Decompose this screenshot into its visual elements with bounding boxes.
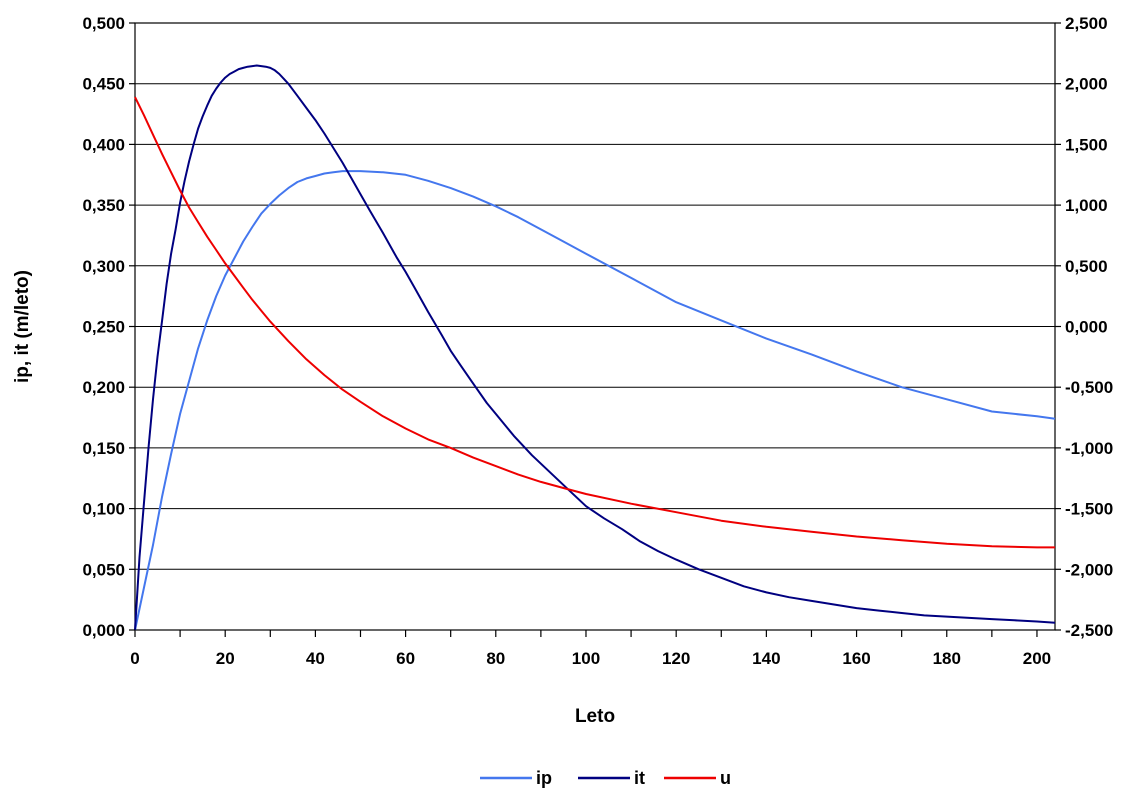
y2-tick-label: -0,500 — [1065, 378, 1113, 397]
legend-label-ip: ip — [536, 768, 552, 788]
y-tick-label: 0,300 — [82, 257, 125, 276]
y-tick-label: 0,200 — [82, 378, 125, 397]
y-tick-label: 0,100 — [82, 500, 125, 519]
y2-tick-label: 2,500 — [1065, 14, 1108, 33]
y2-tick-label: 1,500 — [1065, 135, 1108, 154]
series-lines — [134, 64, 1056, 631]
y2-tick-label: -2,500 — [1065, 621, 1113, 640]
x-tick-label: 40 — [306, 649, 325, 668]
y-tick-label: 0,500 — [82, 14, 125, 33]
x-tick-label: 120 — [662, 649, 690, 668]
x-axis-title: Leto — [575, 706, 615, 727]
series-line-u — [134, 96, 1055, 549]
x-tick-label: 180 — [933, 649, 961, 668]
legend-label-it: it — [634, 768, 645, 788]
y-tick-label: 0,350 — [82, 196, 125, 215]
y-tick-label: 0,450 — [82, 75, 125, 94]
axes: 0,000 0,050 0,100 0,150 0,200 0,250 0,300 0,350… — [82, 14, 1113, 668]
series-line-it — [134, 64, 1056, 631]
y-tick-label: 0,150 — [82, 439, 125, 458]
legend-label-u: u — [720, 768, 731, 788]
y-axis-title: ip, it (m/leto) — [12, 270, 33, 383]
x-tick-label: 80 — [486, 649, 505, 668]
y2-tick-label: -1,000 — [1065, 439, 1113, 458]
y2-tick-label: -1,500 — [1065, 500, 1113, 519]
x-tick-label: 100 — [572, 649, 600, 668]
y2-tick-label: 1,000 — [1065, 196, 1108, 215]
x-tick-label: 140 — [752, 649, 780, 668]
y2-tick-label: 0,000 — [1065, 318, 1108, 337]
x-tick-label: 0 — [130, 649, 139, 668]
y2-tick-label: -2,000 — [1065, 560, 1113, 579]
x-tick-label: 160 — [842, 649, 870, 668]
y-tick-label: 0,000 — [82, 621, 125, 640]
x-tick-label: 200 — [1023, 649, 1051, 668]
series-line-ip — [134, 170, 1056, 631]
legend: ip it u — [480, 768, 731, 788]
y2-tick-label: 2,000 — [1065, 75, 1108, 94]
gridlines — [135, 22, 1055, 631]
y-tick-label: 0,250 — [82, 318, 125, 337]
y-tick-label: 0,050 — [82, 560, 125, 579]
y2-tick-label: 0,500 — [1065, 257, 1108, 276]
y-tick-label: 0,400 — [82, 135, 125, 154]
x-tick-label: 60 — [396, 649, 415, 668]
x-tick-label: 20 — [216, 649, 235, 668]
